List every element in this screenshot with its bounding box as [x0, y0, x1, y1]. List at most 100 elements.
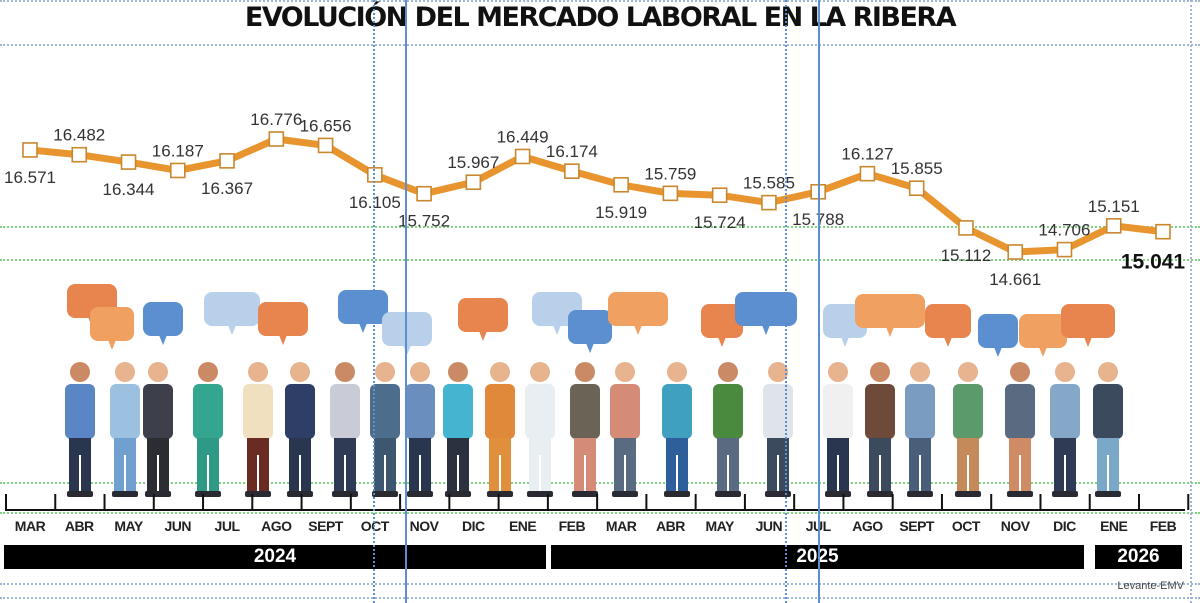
data-label: 15.967: [447, 153, 499, 172]
data-label: 16.449: [497, 127, 549, 146]
worker-figure-icon: [610, 362, 640, 497]
data-point-marker: [120, 154, 137, 170]
speech-bubble-icon: [90, 307, 134, 341]
worker-figure-icon: [662, 362, 692, 497]
worker-figure-icon: [1050, 362, 1080, 497]
data-label: 15.112: [941, 246, 992, 265]
data-label: 16.367: [201, 179, 253, 198]
data-point-marker: [958, 220, 974, 236]
data-point-marker: [711, 187, 728, 204]
data-label: 16.656: [300, 116, 352, 135]
data-label: 16.187: [152, 141, 204, 160]
worker-figure-icon: [243, 362, 273, 497]
data-point-marker: [169, 162, 186, 179]
data-label: 15.151: [1088, 197, 1140, 216]
x-axis-label: MAR: [14, 518, 46, 534]
data-label: 15.855: [891, 159, 943, 178]
data-point-marker: [613, 176, 629, 193]
worker-figure-icon: [370, 362, 400, 497]
series-line: [29, 135, 1164, 256]
data-point-marker: [1056, 241, 1073, 258]
data-label: 16.776: [250, 110, 302, 129]
x-axis-label: ABR: [64, 518, 94, 534]
year-bar-2024: 2024: [4, 545, 546, 569]
speech-bubble-icon: [1061, 304, 1115, 338]
data-label: 14.661: [989, 270, 1041, 289]
data-label: 14.706: [1038, 221, 1090, 240]
guide-line: [0, 226, 1200, 228]
year-bar-2026: 2026: [1095, 545, 1182, 569]
x-axis-label: NOV: [409, 518, 439, 534]
data-label: 16.127: [841, 145, 893, 164]
data-label: 16.174: [546, 142, 598, 161]
speech-bubble-icon: [608, 292, 668, 326]
data-label: 15.752: [398, 212, 450, 231]
frame-edge: [1190, 0, 1192, 603]
speech-bubble-icon: [204, 292, 260, 326]
guide-line: [0, 259, 1200, 261]
x-axis-label: OCT: [951, 518, 981, 534]
worker-figure-icon: [330, 362, 360, 497]
x-axis-label: FEB: [1149, 518, 1177, 534]
data-point-marker: [268, 131, 285, 147]
x-axis-label: ENE: [508, 518, 537, 534]
x-axis-label: AGO: [261, 518, 292, 534]
x-axis-label: ENE: [1100, 518, 1128, 534]
x-axis-label: JUL: [214, 518, 240, 534]
x-axis-label: MAY: [705, 518, 734, 534]
speech-bubble-icon: [855, 294, 925, 328]
worker-figure-icon: [570, 362, 600, 497]
worker-figure-icon: [143, 362, 173, 497]
data-label: 15.759: [644, 164, 696, 183]
worker-figure-icon: [525, 362, 555, 497]
guide-line-vertical: [785, 0, 787, 603]
worker-figure-icon: [193, 362, 223, 497]
data-point-marker: [761, 194, 777, 211]
speech-bubble-icon: [382, 312, 432, 346]
x-axis: [5, 494, 1190, 511]
data-label: 16.571: [4, 168, 56, 187]
guide-line: [0, 583, 1200, 585]
speech-bubble-icon: [458, 298, 508, 332]
speech-bubble-icon: [735, 292, 797, 326]
guide-line: [0, 512, 1200, 514]
data-point-marker: [662, 185, 679, 202]
worker-figure-icon: [823, 362, 853, 497]
data-point-marker: [1155, 223, 1171, 240]
speech-bubble-icon: [1019, 314, 1067, 348]
x-axis-label: MAR: [605, 518, 637, 534]
data-label: 15.919: [595, 203, 647, 222]
data-point-marker: [465, 174, 482, 191]
chart-title: EVOLUCIÓN DEL MERCADO LABORAL EN LA RIBE…: [244, 2, 957, 33]
x-axis-label: ABR: [655, 518, 685, 534]
worker-figure-icon: [1005, 362, 1035, 497]
worker-figure-icon: [443, 362, 473, 497]
data-point-marker: [219, 153, 235, 169]
worker-figure-icon: [405, 362, 435, 497]
data-point-marker: [859, 165, 876, 182]
speech-bubble-icon: [978, 314, 1018, 348]
guide-line-vertical: [373, 0, 375, 603]
worker-figure-icon: [1093, 362, 1123, 497]
x-axis-label: AGO: [852, 518, 883, 534]
data-label: 16.344: [103, 180, 155, 199]
year-bar-2025: 2025: [551, 545, 1084, 569]
x-axis-label: OCT: [360, 518, 390, 534]
credit-text: Levante-EMV: [1117, 580, 1184, 592]
speech-bubble-icon: [701, 304, 743, 338]
data-point-marker: [564, 163, 580, 179]
x-axis-label: JUN: [164, 518, 192, 534]
worker-figure-icon: [285, 362, 315, 497]
data-label: 15.041: [1121, 251, 1186, 274]
data-point-marker: [1105, 218, 1122, 234]
data-point-marker: [416, 185, 432, 202]
guide-line-vertical: [818, 0, 820, 603]
speech-bubble-icon: [568, 310, 612, 344]
data-point-marker: [22, 142, 38, 158]
worker-figure-icon: [110, 362, 140, 497]
x-axis-label: FEB: [558, 518, 586, 534]
x-axis-label: DIC: [462, 518, 485, 534]
x-axis-label: MAY: [114, 518, 143, 534]
x-axis-label: SEPT: [308, 518, 343, 534]
guide-line: [0, 0, 1200, 2]
